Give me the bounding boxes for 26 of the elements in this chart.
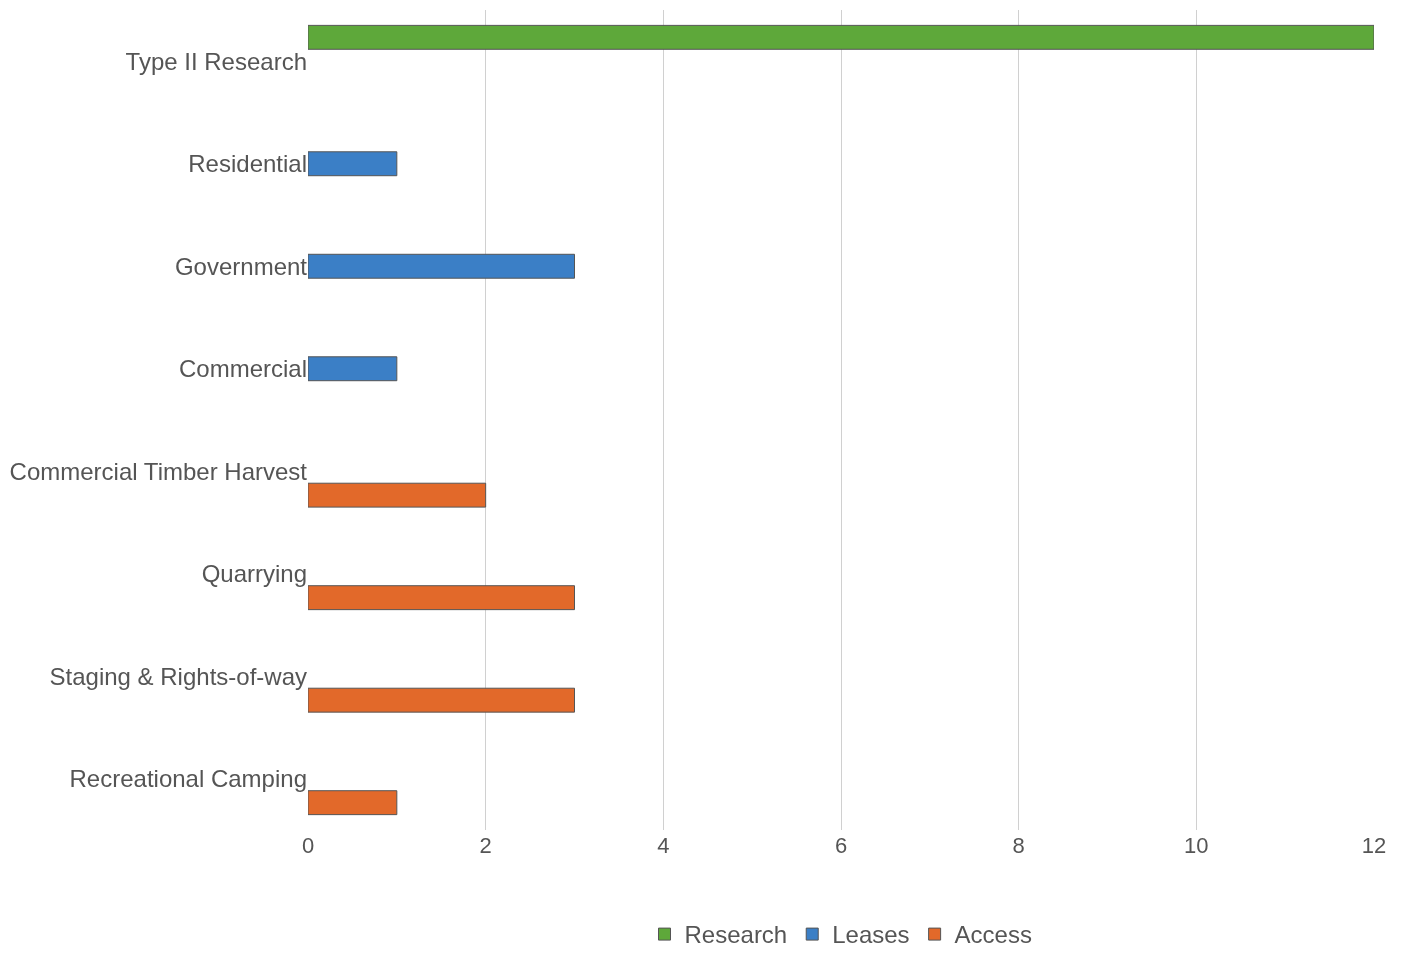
y-tick-label: Type II Research [125, 47, 307, 75]
x-tick-label: 8 [1012, 833, 1025, 858]
y-tick-label: Staging & Rights-of-way [49, 662, 307, 690]
x-tick-label: 12 [1361, 833, 1387, 858]
bar [308, 790, 398, 816]
legend-label: Research [684, 921, 788, 949]
x-tick-label: 4 [657, 833, 670, 858]
bar [308, 253, 575, 279]
bar [308, 24, 1374, 50]
bar [308, 356, 398, 382]
y-tick-label: Residential [188, 150, 307, 178]
x-tick-label: 6 [834, 833, 848, 858]
x-tick-label: 0 [301, 833, 315, 858]
bar [308, 585, 575, 611]
y-tick-label: Recreational Camping [69, 765, 307, 793]
x-tick-label: 2 [479, 833, 492, 858]
legend-label: Leases [832, 921, 910, 949]
y-tick-label: Government [174, 252, 308, 280]
y-tick-label: Commercial Timber Harvest [9, 457, 308, 485]
y-tick-label: Commercial [178, 355, 307, 383]
y-tick-label: Quarrying [201, 560, 307, 588]
legend-label: Access [954, 921, 1032, 949]
bar [308, 151, 398, 177]
bar [308, 687, 575, 713]
bar [308, 482, 487, 508]
x-tick-label: 10 [1184, 833, 1209, 858]
